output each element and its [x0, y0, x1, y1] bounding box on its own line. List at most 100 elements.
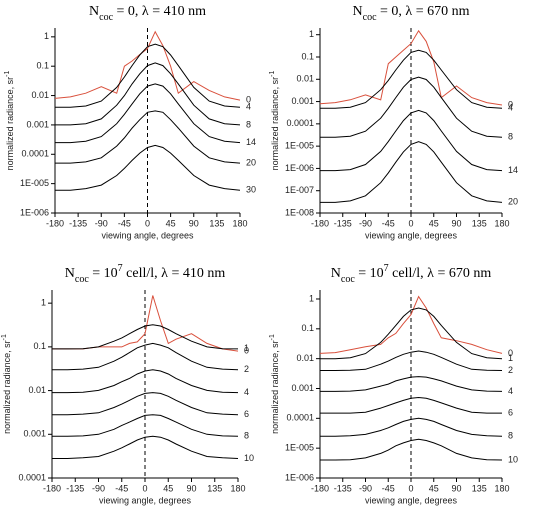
text-part: 7	[118, 263, 123, 274]
x-tick-label: 135	[472, 483, 487, 493]
y-tick-label: 0.01	[296, 353, 314, 363]
y-tick-label: 0.01	[296, 74, 314, 84]
y-tick-label: 1E-006	[20, 207, 49, 217]
series-line	[320, 438, 503, 461]
series-line	[320, 376, 503, 392]
series-label: 6	[244, 409, 249, 419]
series-label: 0	[244, 345, 249, 355]
x-tick-label: -90	[359, 218, 372, 228]
x-tick-label: -90	[92, 483, 105, 493]
text-part: 7	[384, 263, 389, 274]
series-label: 20	[508, 197, 518, 207]
series-line	[55, 110, 241, 164]
y-tick-label: 1E-007	[285, 185, 314, 195]
x-tick-label: 180	[230, 483, 245, 493]
y-tick-label: 1	[41, 298, 46, 308]
series-label: 1	[508, 353, 513, 363]
text-part: cell/l, λ = 410 nm	[123, 266, 226, 281]
x-tick-label: 90	[451, 483, 461, 493]
panel-title: Ncoc = 0, λ = 410 nm	[89, 4, 206, 23]
series-label: 8	[508, 132, 513, 142]
y-tick-label: 1E-008	[285, 207, 314, 217]
text-part: coc	[341, 274, 355, 285]
series-line	[320, 76, 503, 138]
x-tick-label: 90	[186, 483, 196, 493]
series-line	[320, 396, 502, 414]
x-tick-label: 45	[429, 218, 439, 228]
x-tick-label: -45	[118, 218, 131, 228]
y-tick-label: 1	[309, 293, 314, 303]
series-line	[55, 144, 241, 191]
series-label: 30	[246, 185, 256, 195]
series-label: 8	[508, 431, 513, 441]
y-axis-label: normalized radiance, sr-1	[1, 334, 12, 434]
text-part: = 10	[89, 266, 118, 281]
y-tick-label: 0.1	[301, 323, 314, 333]
x-tick-label: -180	[311, 483, 329, 493]
text-part: -1	[269, 334, 276, 340]
series-line	[320, 141, 503, 203]
y-axis-label: normalized radiance, sr-1	[269, 71, 280, 171]
x-tick-label: 0	[145, 218, 150, 228]
y-tick-label: 0.0001	[18, 472, 46, 482]
series-line	[52, 435, 239, 459]
y-tick-label: 0.0001	[286, 118, 314, 128]
x-axis-label: viewing angle, degrees	[365, 230, 458, 240]
series-line	[52, 369, 239, 394]
text-part: = 0, λ = 670 nm	[377, 4, 470, 19]
x-tick-label: 135	[209, 218, 224, 228]
series-label: 6	[508, 407, 513, 417]
y-tick-label: 1	[309, 29, 314, 39]
y-tick-label: 1E-006	[285, 472, 314, 482]
y-tick-label: 0.1	[36, 61, 49, 71]
y-tick-label: 1	[44, 31, 49, 41]
y-tick-label: 0.01	[31, 90, 49, 100]
x-tick-label: -135	[334, 218, 352, 228]
series-label: 10	[244, 453, 254, 463]
series-label: 8	[244, 431, 249, 441]
text-part: coc	[99, 12, 113, 23]
text-part: = 10	[355, 266, 384, 281]
text-part: normalized radiance, sr	[2, 340, 12, 434]
y-tick-label: 0.001	[23, 429, 46, 439]
series-line	[52, 392, 239, 416]
x-tick-label: -135	[69, 218, 87, 228]
x-tick-label: 0	[142, 483, 147, 493]
text-part: N	[65, 266, 75, 281]
series-line	[52, 342, 239, 371]
x-tick-label: -45	[115, 483, 128, 493]
x-tick-label: -45	[382, 483, 395, 493]
text-part: coc	[75, 274, 89, 285]
series-line	[52, 414, 239, 437]
series-line	[319, 29, 503, 106]
y-axis-label: normalized radiance, sr-1	[269, 334, 280, 434]
series-label: 14	[508, 165, 518, 175]
series-line	[320, 307, 503, 360]
y-tick-label: 1E-005	[20, 178, 49, 188]
x-tick-label: 0	[408, 483, 413, 493]
x-tick-label: 180	[494, 218, 509, 228]
x-tick-label: 45	[166, 218, 176, 228]
series-line	[320, 109, 503, 172]
series-label: 2	[244, 364, 249, 374]
series-line	[320, 350, 503, 371]
series-line	[52, 324, 239, 350]
y-tick-label: 1E-005	[285, 443, 314, 453]
y-tick-label: 0.1	[301, 51, 314, 61]
series-label: 2	[508, 365, 513, 375]
text-part: N	[353, 4, 363, 19]
series-label: 10	[508, 454, 518, 464]
y-tick-label: 1E-006	[285, 163, 314, 173]
series-label: 14	[246, 137, 256, 147]
series-line	[54, 30, 241, 101]
series-line	[320, 417, 503, 437]
y-tick-label: 0.0001	[286, 413, 314, 423]
panel-title: Ncoc = 107 cell/l, λ = 670 nm	[331, 263, 492, 285]
x-tick-label: 0	[408, 218, 413, 228]
x-tick-label: 180	[232, 218, 247, 228]
x-tick-label: 45	[163, 483, 173, 493]
x-tick-label: -180	[311, 218, 329, 228]
series-label: 4	[244, 387, 249, 397]
text-part: = 0, λ = 410 nm	[113, 4, 206, 19]
